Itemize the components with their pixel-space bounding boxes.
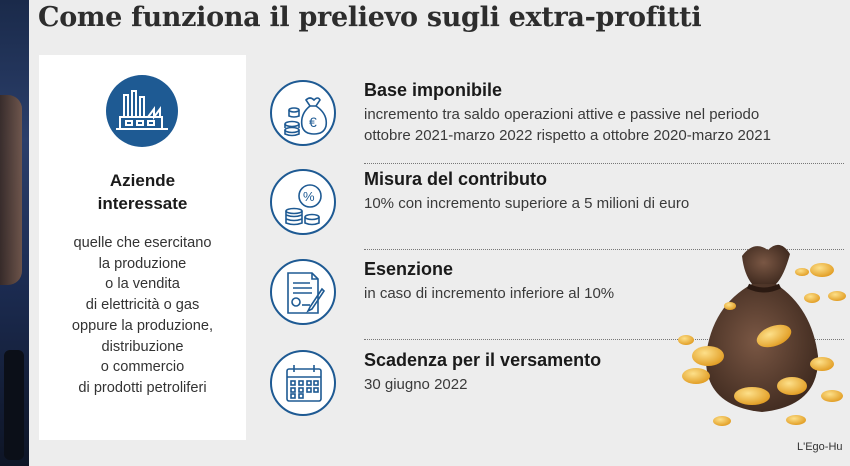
svg-text:€: € bbox=[309, 114, 317, 130]
companies-card: Aziende interessate quelle che esercitan… bbox=[39, 55, 246, 440]
page-title: Come funziona il prelievo sugli extra-pr… bbox=[38, 2, 702, 33]
item-text: 10% con incremento superiore a 5 milioni… bbox=[364, 193, 689, 214]
divider bbox=[364, 339, 844, 340]
money-bag-euro-icon: € bbox=[270, 80, 336, 146]
description-line: o la vendita bbox=[105, 276, 180, 293]
item-title: Misura del contributo bbox=[364, 169, 548, 189]
money-bag-illustration bbox=[678, 244, 846, 426]
companies-description: quelle che esercitano la produzione o la… bbox=[39, 233, 246, 399]
percent-coins-icon: % bbox=[270, 169, 336, 235]
item-text: incremento tra saldo operazioni attive e… bbox=[364, 104, 771, 146]
heading-line: Aziende bbox=[109, 171, 176, 190]
background-photo bbox=[0, 0, 29, 466]
description-line: oppure la produzione, bbox=[71, 317, 214, 334]
item-text: 30 giugno 2022 bbox=[364, 374, 467, 395]
credit-label: L'Ego-Hu bbox=[797, 441, 843, 453]
companies-heading: Aziende interessate bbox=[39, 169, 246, 215]
item-text-line: incremento tra saldo operazioni attive e… bbox=[364, 106, 760, 123]
item-text-line: 30 giugno 2022 bbox=[364, 376, 468, 393]
item-title: Base imponibile bbox=[364, 80, 503, 100]
divider bbox=[364, 249, 844, 250]
calendar-icon bbox=[270, 350, 336, 416]
item-title: Scadenza per il versamento bbox=[364, 350, 602, 370]
factory-icon bbox=[106, 75, 178, 147]
description-line: di elettricità o gas bbox=[85, 297, 200, 314]
item-text-line: in caso di incremento inferiore al 10% bbox=[364, 285, 615, 302]
description-line: distribuzione bbox=[101, 338, 184, 355]
heading-line: interessate bbox=[97, 194, 188, 213]
item-text: in caso di incremento inferiore al 10% bbox=[364, 283, 614, 304]
description-line: quelle che esercitano bbox=[73, 235, 212, 251]
item-text-line: 10% con incremento superiore a 5 milioni… bbox=[364, 195, 690, 212]
svg-text:%: % bbox=[303, 189, 315, 204]
item-title: Esenzione bbox=[364, 259, 454, 279]
divider bbox=[364, 163, 844, 164]
item-text-line: ottobre 2021-marzo 2022 rispetto a ottob… bbox=[364, 127, 771, 144]
description-line: di prodotti petroliferi bbox=[78, 379, 207, 396]
document-pen-icon bbox=[270, 259, 336, 325]
description-line: o commercio bbox=[100, 359, 185, 376]
description-line: la produzione bbox=[98, 255, 187, 272]
